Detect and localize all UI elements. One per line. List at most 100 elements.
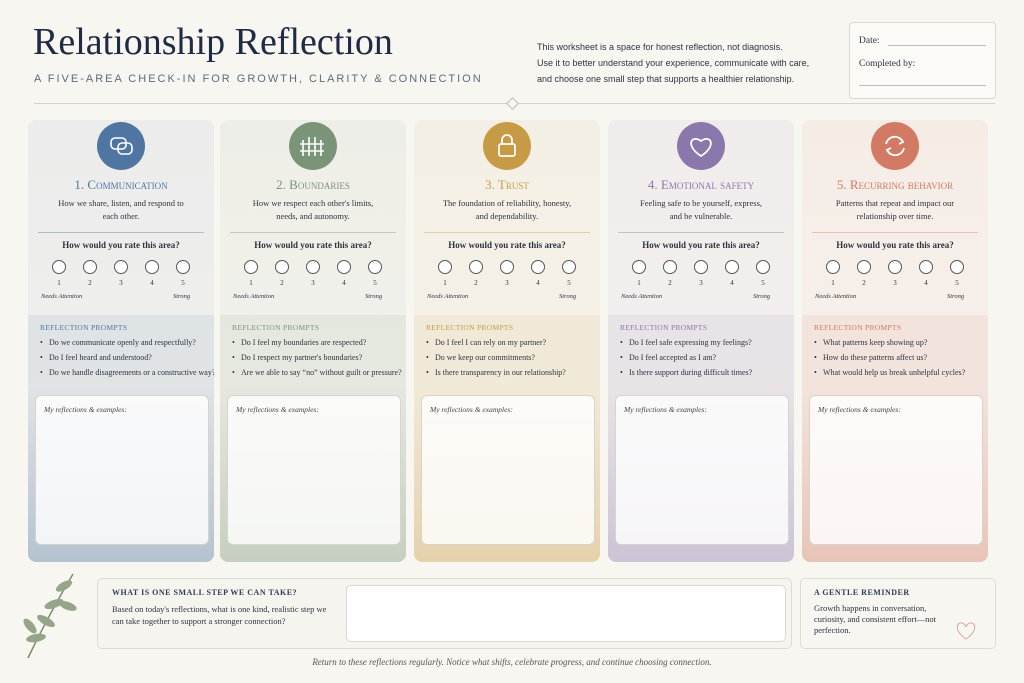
rating-option[interactable] [438,260,452,274]
prompts-heading: REFLECTION PROMPTS [40,323,128,332]
intro-line: and choose one small step that supports … [537,74,795,84]
rating-question: How would you rate this area? [254,240,372,250]
section-number: 1. [74,177,85,192]
notes-label: My reflections & examples: [624,405,707,414]
rating-number: 1 [443,279,447,287]
rating-option[interactable] [83,260,97,274]
section-icon [871,122,919,175]
high-label: Strong [947,293,965,300]
section-icon [483,122,531,175]
rating-number: 3 [119,279,123,287]
section-description: The foundation of reliability, honesty, … [442,198,572,221]
rating-option[interactable] [500,260,514,274]
section-title: 3. Trust [414,177,600,193]
rating-number: 3 [699,279,703,287]
rating-number: 4 [150,279,154,287]
rating-number: 3 [505,279,509,287]
rating-option[interactable] [306,260,320,274]
section-name: Recurring behavior [849,177,954,192]
notes-label: My reflections & examples: [430,405,513,414]
section-title: 1. Communication [28,177,214,193]
rule [230,232,396,233]
rating-option[interactable] [663,260,677,274]
rating-option[interactable] [725,260,739,274]
prompt: Do we handle disagreements or a construc… [40,368,214,378]
rating-number: 2 [668,279,672,287]
notes-box[interactable]: My reflections & examples: [615,395,789,545]
high-label: Strong [365,293,383,300]
section-icon [677,122,725,175]
prompt: Do we communicate openly and respectfull… [40,338,214,348]
rating-option[interactable] [275,260,289,274]
step-input[interactable] [346,585,786,642]
rating-number: 2 [88,279,92,287]
title: Relationship Reflection [33,21,393,63]
rating-option[interactable] [176,260,190,274]
rating-option[interactable] [857,260,871,274]
rating-option[interactable] [950,260,964,274]
rating-option[interactable] [562,260,576,274]
prompt: Do I respect my partner's boundaries? [232,353,406,363]
rating-option[interactable] [756,260,770,274]
rating-question: How would you rate this area? [62,240,180,250]
rating-option[interactable] [114,260,128,274]
rating-option[interactable] [694,260,708,274]
rating-number: 5 [955,279,959,287]
prompts-heading: REFLECTION PROMPTS [814,323,902,332]
rating-option[interactable] [368,260,382,274]
rating-option[interactable] [632,260,646,274]
low-label: Needs Attention [815,293,857,300]
notes-box[interactable]: My reflections & examples: [421,395,595,545]
high-label: Strong [559,293,577,300]
rating-option[interactable] [919,260,933,274]
prompt: Is there support during difficult times? [620,368,794,378]
notes-label: My reflections & examples: [818,405,901,414]
section-title: 2. Boundaries [220,177,406,193]
rating-option[interactable] [52,260,66,274]
rating-option[interactable] [469,260,483,274]
high-label: Strong [753,293,771,300]
rating-number: 1 [831,279,835,287]
low-label: Needs Attention [233,293,275,300]
rating-option[interactable] [531,260,545,274]
rating-number: 4 [536,279,540,287]
icon [677,122,725,170]
leaf [23,573,77,659]
notes-box[interactable]: My reflections & examples: [809,395,983,545]
rating-option[interactable] [145,260,159,274]
section-number: 4. [647,177,658,192]
prompt: Do I feel heard and understood? [40,353,214,363]
rule [38,232,204,233]
rating-number: 1 [637,279,641,287]
notes-box[interactable]: My reflections & examples: [35,395,209,545]
prompt: Do we keep our commitments? [426,353,600,363]
section-title: 4. Emotional safety [608,177,794,193]
rating-number: 3 [893,279,897,287]
icon [97,122,145,170]
low-label: Needs Attention [427,293,469,300]
rating-option[interactable] [244,260,258,274]
rating-option[interactable] [826,260,840,274]
prompts-heading: REFLECTION PROMPTS [232,323,320,332]
icon [289,122,337,170]
prompt: Do I feel safe expressing my feelings? [620,338,794,348]
reminder-box: A GENTLE REMINDER Growth happens in conv… [800,578,996,649]
section-column: 2. Boundaries How we respect each other's… [220,120,406,562]
rating-number: 2 [862,279,866,287]
rating-number: 4 [924,279,928,287]
section-name: Boundaries [289,177,350,192]
notes-box[interactable]: My reflections & examples: [227,395,401,545]
rating-question: How would you rate this area? [642,240,760,250]
section-description: Feeling safe to be yourself, express, an… [639,198,763,221]
section-name: Communication [87,177,168,192]
rating-option[interactable] [888,260,902,274]
section-name: Emotional safety [660,177,755,192]
prompts-heading: REFLECTION PROMPTS [426,323,514,332]
section-description: How we share, listen, and respond to eac… [58,198,184,221]
intro: This worksheet is a space for honest ref… [537,39,809,87]
step-heading: WHAT IS ONE SMALL STEP WE CAN TAKE? [112,588,298,597]
prompt: What patterns keep showing up? [814,338,988,348]
rating-option[interactable] [337,260,351,274]
rating-question: How would you rate this area? [836,240,954,250]
